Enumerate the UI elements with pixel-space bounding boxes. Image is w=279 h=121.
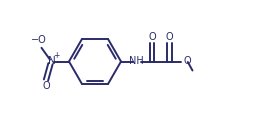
Text: N: N bbox=[48, 57, 55, 67]
Text: O: O bbox=[148, 32, 156, 42]
Text: +: + bbox=[54, 51, 60, 60]
Text: −O: −O bbox=[31, 35, 46, 45]
Text: O: O bbox=[42, 81, 50, 91]
Text: O: O bbox=[184, 57, 191, 67]
Text: O: O bbox=[166, 32, 173, 42]
Text: NH: NH bbox=[129, 57, 144, 67]
